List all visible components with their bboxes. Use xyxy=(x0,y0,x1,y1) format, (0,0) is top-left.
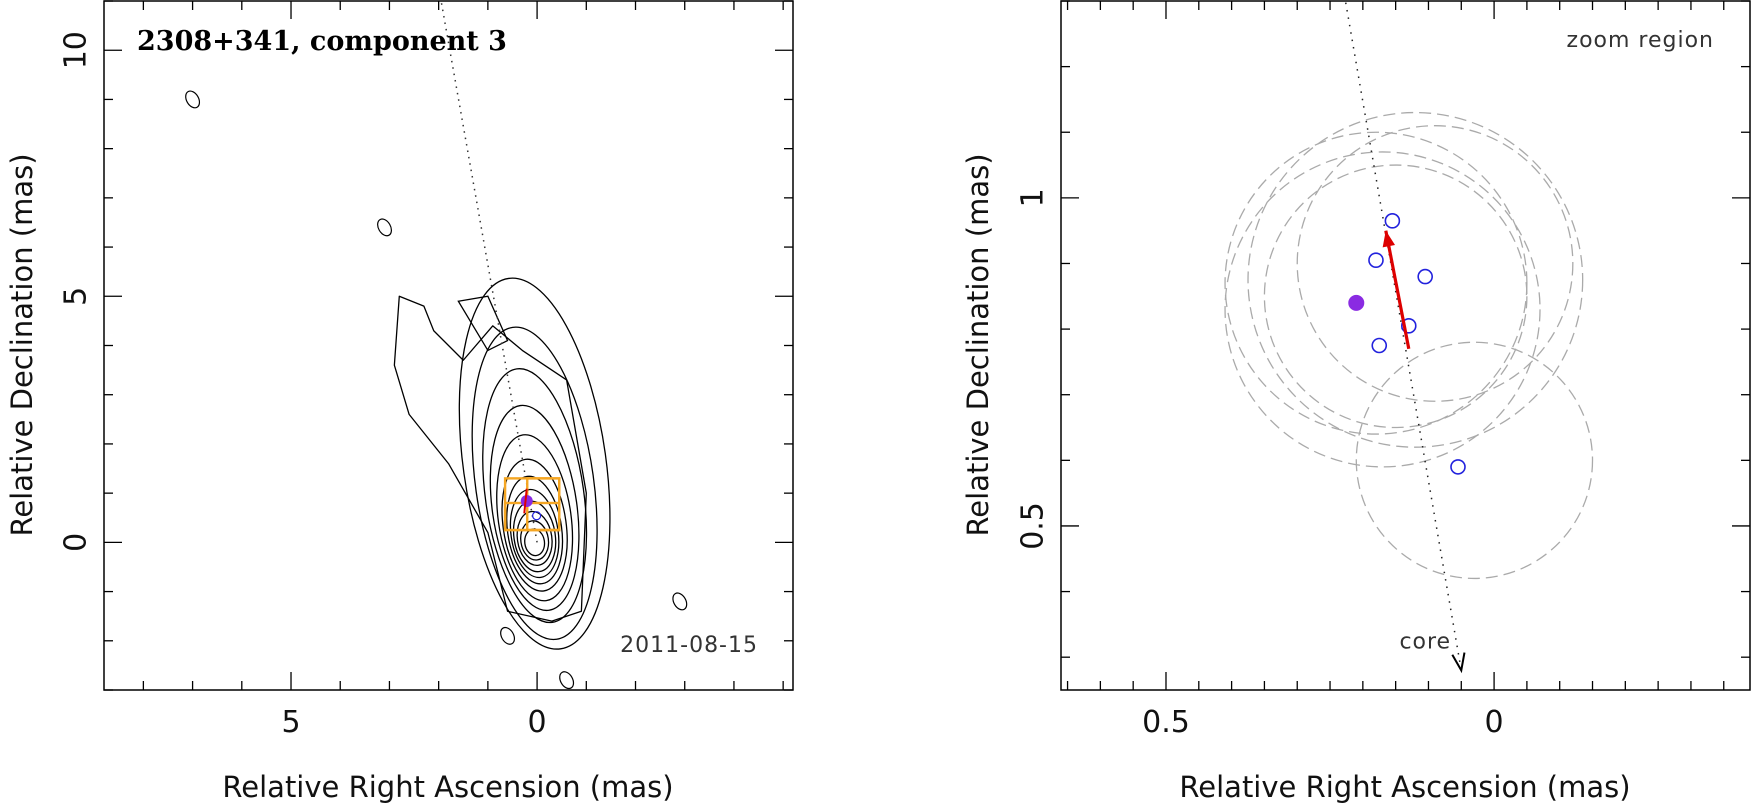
contour-level xyxy=(458,277,611,650)
error-circle xyxy=(1296,125,1574,402)
core-label: core xyxy=(1399,629,1451,654)
epoch-position xyxy=(1368,252,1384,268)
contour-level xyxy=(516,510,553,566)
right-y-tick-label: 0.5 xyxy=(1016,502,1051,550)
right-x-axis-label: Relative Right Ascension (mas) xyxy=(1179,770,1630,804)
contour-level xyxy=(520,520,550,561)
error-circle xyxy=(1355,341,1594,580)
core-arrowhead xyxy=(1451,652,1466,674)
component-marker xyxy=(520,495,533,508)
component-mean xyxy=(1348,294,1365,311)
right-plot-frame xyxy=(1060,0,1751,691)
jet-direction-line xyxy=(440,0,538,543)
left-y-tick-label: 0 xyxy=(59,533,94,552)
epoch-position xyxy=(1450,459,1466,475)
noise-contour xyxy=(185,90,201,109)
right-x-tick-label: 0.5 xyxy=(1142,705,1190,740)
epoch-position xyxy=(1371,337,1388,354)
contour-level xyxy=(501,458,568,592)
error-circle xyxy=(1224,151,1541,468)
left-panel-title: 2308+341, component 3 xyxy=(137,26,507,57)
error-circle xyxy=(1224,131,1528,435)
contour-level xyxy=(524,528,546,557)
zoom-box xyxy=(526,477,561,532)
contour-level xyxy=(489,404,580,612)
error-circle xyxy=(1263,164,1528,429)
epoch-marker xyxy=(531,511,542,521)
epoch-position xyxy=(1417,268,1433,285)
left-x-tick-label: 5 xyxy=(281,705,300,740)
core-direction-line xyxy=(1344,0,1463,671)
right-panel: 0.5 0 0.5 1 zoom region core Relative Right… xyxy=(961,0,1751,804)
velocity-arrow xyxy=(1384,230,1411,350)
error-circles xyxy=(1224,111,1594,580)
noise-contour xyxy=(500,626,516,645)
left-y-tick-label: 5 xyxy=(59,287,94,306)
contour-outer-lobe xyxy=(393,295,587,622)
left-y-axis-label: Relative Declination (mas) xyxy=(5,153,39,536)
contour-level xyxy=(506,475,564,585)
noise-contours xyxy=(185,90,688,690)
left-x-tick-label: 0 xyxy=(528,705,547,740)
right-x-tick-label: 0 xyxy=(1485,705,1504,740)
noise-contour xyxy=(672,592,688,611)
velocity-arrow-small xyxy=(523,488,528,514)
noise-contour xyxy=(559,671,575,690)
left-x-axis-label: Relative Right Ascension (mas) xyxy=(222,770,673,804)
contour-level xyxy=(471,326,598,641)
epoch-position xyxy=(1384,213,1401,229)
error-circle xyxy=(1247,111,1584,448)
contour-inner-lobe xyxy=(457,295,509,352)
right-y-axis-label: Relative Declination (mas) xyxy=(961,153,995,536)
contour-level xyxy=(496,434,574,602)
contour-level xyxy=(482,368,588,624)
observation-date: 2011-08-15 xyxy=(620,633,758,658)
right-y-tick-label: 1 xyxy=(1016,188,1051,207)
contour-map xyxy=(393,277,611,650)
zoom-region-label: zoom region xyxy=(1567,28,1714,53)
velocity-arrowhead xyxy=(1382,230,1396,248)
zoom-box xyxy=(503,477,561,532)
left-y-tick-label: 10 xyxy=(59,31,94,69)
noise-contour xyxy=(377,218,392,237)
